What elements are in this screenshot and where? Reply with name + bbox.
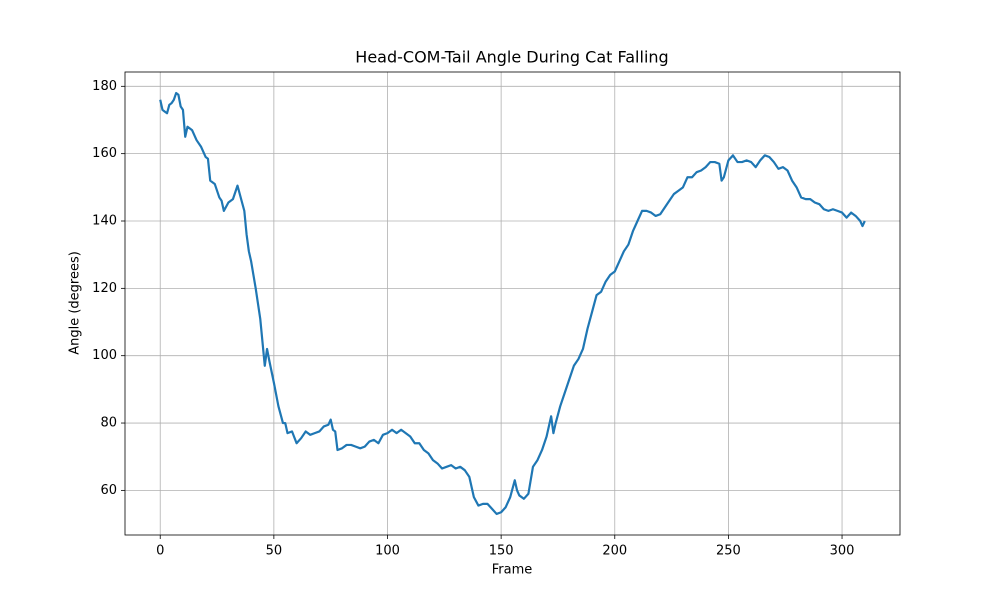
- x-tick-label: 300: [830, 544, 855, 559]
- y-tick-label: 120: [92, 281, 117, 296]
- y-axis-label: Angle (degrees): [68, 251, 83, 355]
- plot-frame: [124, 71, 901, 536]
- y-tick-label: 140: [92, 214, 117, 229]
- x-axis-label: Frame: [492, 563, 533, 578]
- x-tick-label: 150: [489, 544, 514, 559]
- y-tick-label: 60: [100, 483, 117, 498]
- y-tick-label: 180: [92, 79, 117, 94]
- x-tick-label: 250: [716, 544, 741, 559]
- x-tick-label: 200: [602, 544, 627, 559]
- data-line: [159, 91, 866, 516]
- x-tick-label: 0: [156, 544, 164, 559]
- y-tick-label: 80: [100, 416, 117, 431]
- y-tick-label: 160: [92, 146, 117, 161]
- x-tick-label: 50: [266, 544, 283, 559]
- chart-title: Head-COM-Tail Angle During Cat Falling: [355, 48, 668, 67]
- y-tick-label: 100: [92, 348, 117, 363]
- x-tick-label: 100: [375, 544, 400, 559]
